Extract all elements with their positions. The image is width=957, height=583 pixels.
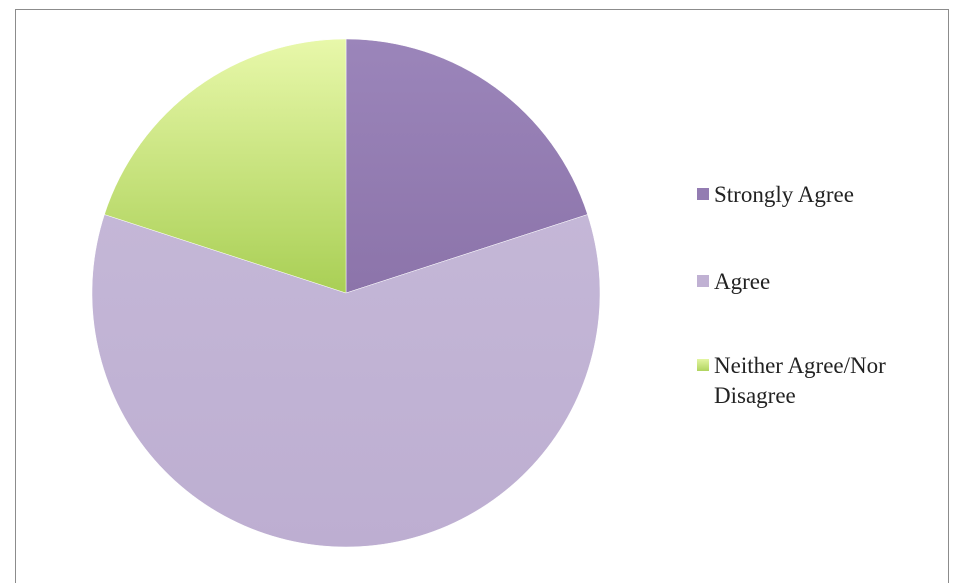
legend-swatch-strongly-agree — [697, 188, 709, 200]
legend-label: Neither Agree/Nor Disagree — [714, 351, 924, 411]
pie-slices — [92, 39, 600, 547]
legend-item-agree: Agree — [697, 267, 924, 297]
legend-swatch-agree — [697, 275, 709, 287]
legend-item-neither: Neither Agree/Nor Disagree — [697, 351, 924, 411]
legend-label: Strongly Agree — [714, 180, 924, 210]
legend-swatch-neither — [697, 359, 709, 371]
legend-label: Agree — [714, 267, 924, 297]
legend-item-strongly-agree: Strongly Agree — [697, 180, 924, 210]
